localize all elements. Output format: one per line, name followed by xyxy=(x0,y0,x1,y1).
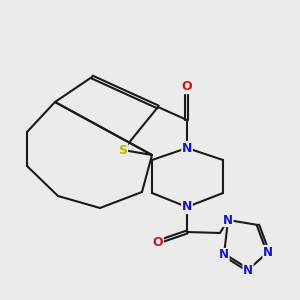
Text: N: N xyxy=(182,142,192,154)
Text: O: O xyxy=(182,80,192,94)
Text: N: N xyxy=(263,245,273,259)
Text: N: N xyxy=(223,214,233,226)
Text: N: N xyxy=(243,263,253,277)
Text: N: N xyxy=(219,248,229,262)
Text: S: S xyxy=(118,143,127,157)
Text: O: O xyxy=(153,236,163,248)
Text: N: N xyxy=(182,200,192,214)
